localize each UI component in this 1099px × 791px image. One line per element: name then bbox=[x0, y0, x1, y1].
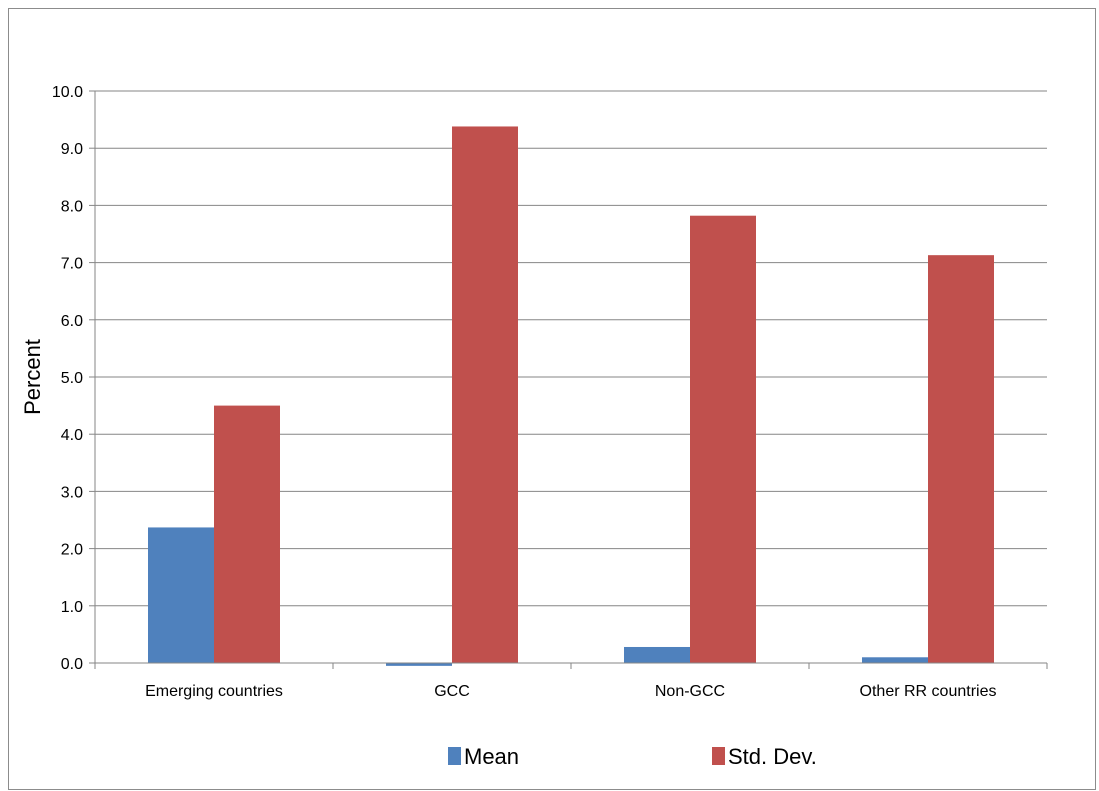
y-tick-label: 7.0 bbox=[61, 256, 83, 273]
y-tick-label: 2.0 bbox=[61, 542, 83, 559]
legend-label: Std. Dev. bbox=[728, 744, 817, 769]
x-tick-label: GCC bbox=[434, 683, 470, 700]
y-tick-label: 1.0 bbox=[61, 599, 83, 616]
bar-mean bbox=[624, 646, 690, 663]
x-tick-label: Emerging countries bbox=[145, 683, 283, 700]
bar-std-dev bbox=[452, 126, 518, 664]
bar-std-dev bbox=[214, 405, 280, 663]
legend-swatch bbox=[448, 747, 461, 765]
y-tick-label: 3.0 bbox=[61, 484, 83, 501]
legend-label: Mean bbox=[464, 744, 519, 769]
y-tick-label: 10.0 bbox=[52, 84, 83, 101]
bar-mean bbox=[148, 527, 214, 663]
y-tick-label: 6.0 bbox=[61, 313, 83, 330]
y-tick-label: 5.0 bbox=[61, 370, 83, 387]
y-axis-title: Percent bbox=[20, 339, 45, 415]
bar-mean bbox=[862, 657, 928, 663]
x-tick-label: Non-GCC bbox=[655, 683, 725, 700]
bar-mean bbox=[386, 663, 452, 666]
bar-std-dev bbox=[928, 255, 994, 663]
y-tick-label: 8.0 bbox=[61, 198, 83, 215]
y-tick-label: 4.0 bbox=[61, 427, 83, 444]
legend-swatch bbox=[712, 747, 725, 765]
y-tick-label: 9.0 bbox=[61, 141, 83, 158]
y-tick-label: 0.0 bbox=[61, 656, 83, 673]
bar-std-dev bbox=[690, 215, 756, 664]
x-tick-label: Other RR countries bbox=[860, 683, 997, 700]
